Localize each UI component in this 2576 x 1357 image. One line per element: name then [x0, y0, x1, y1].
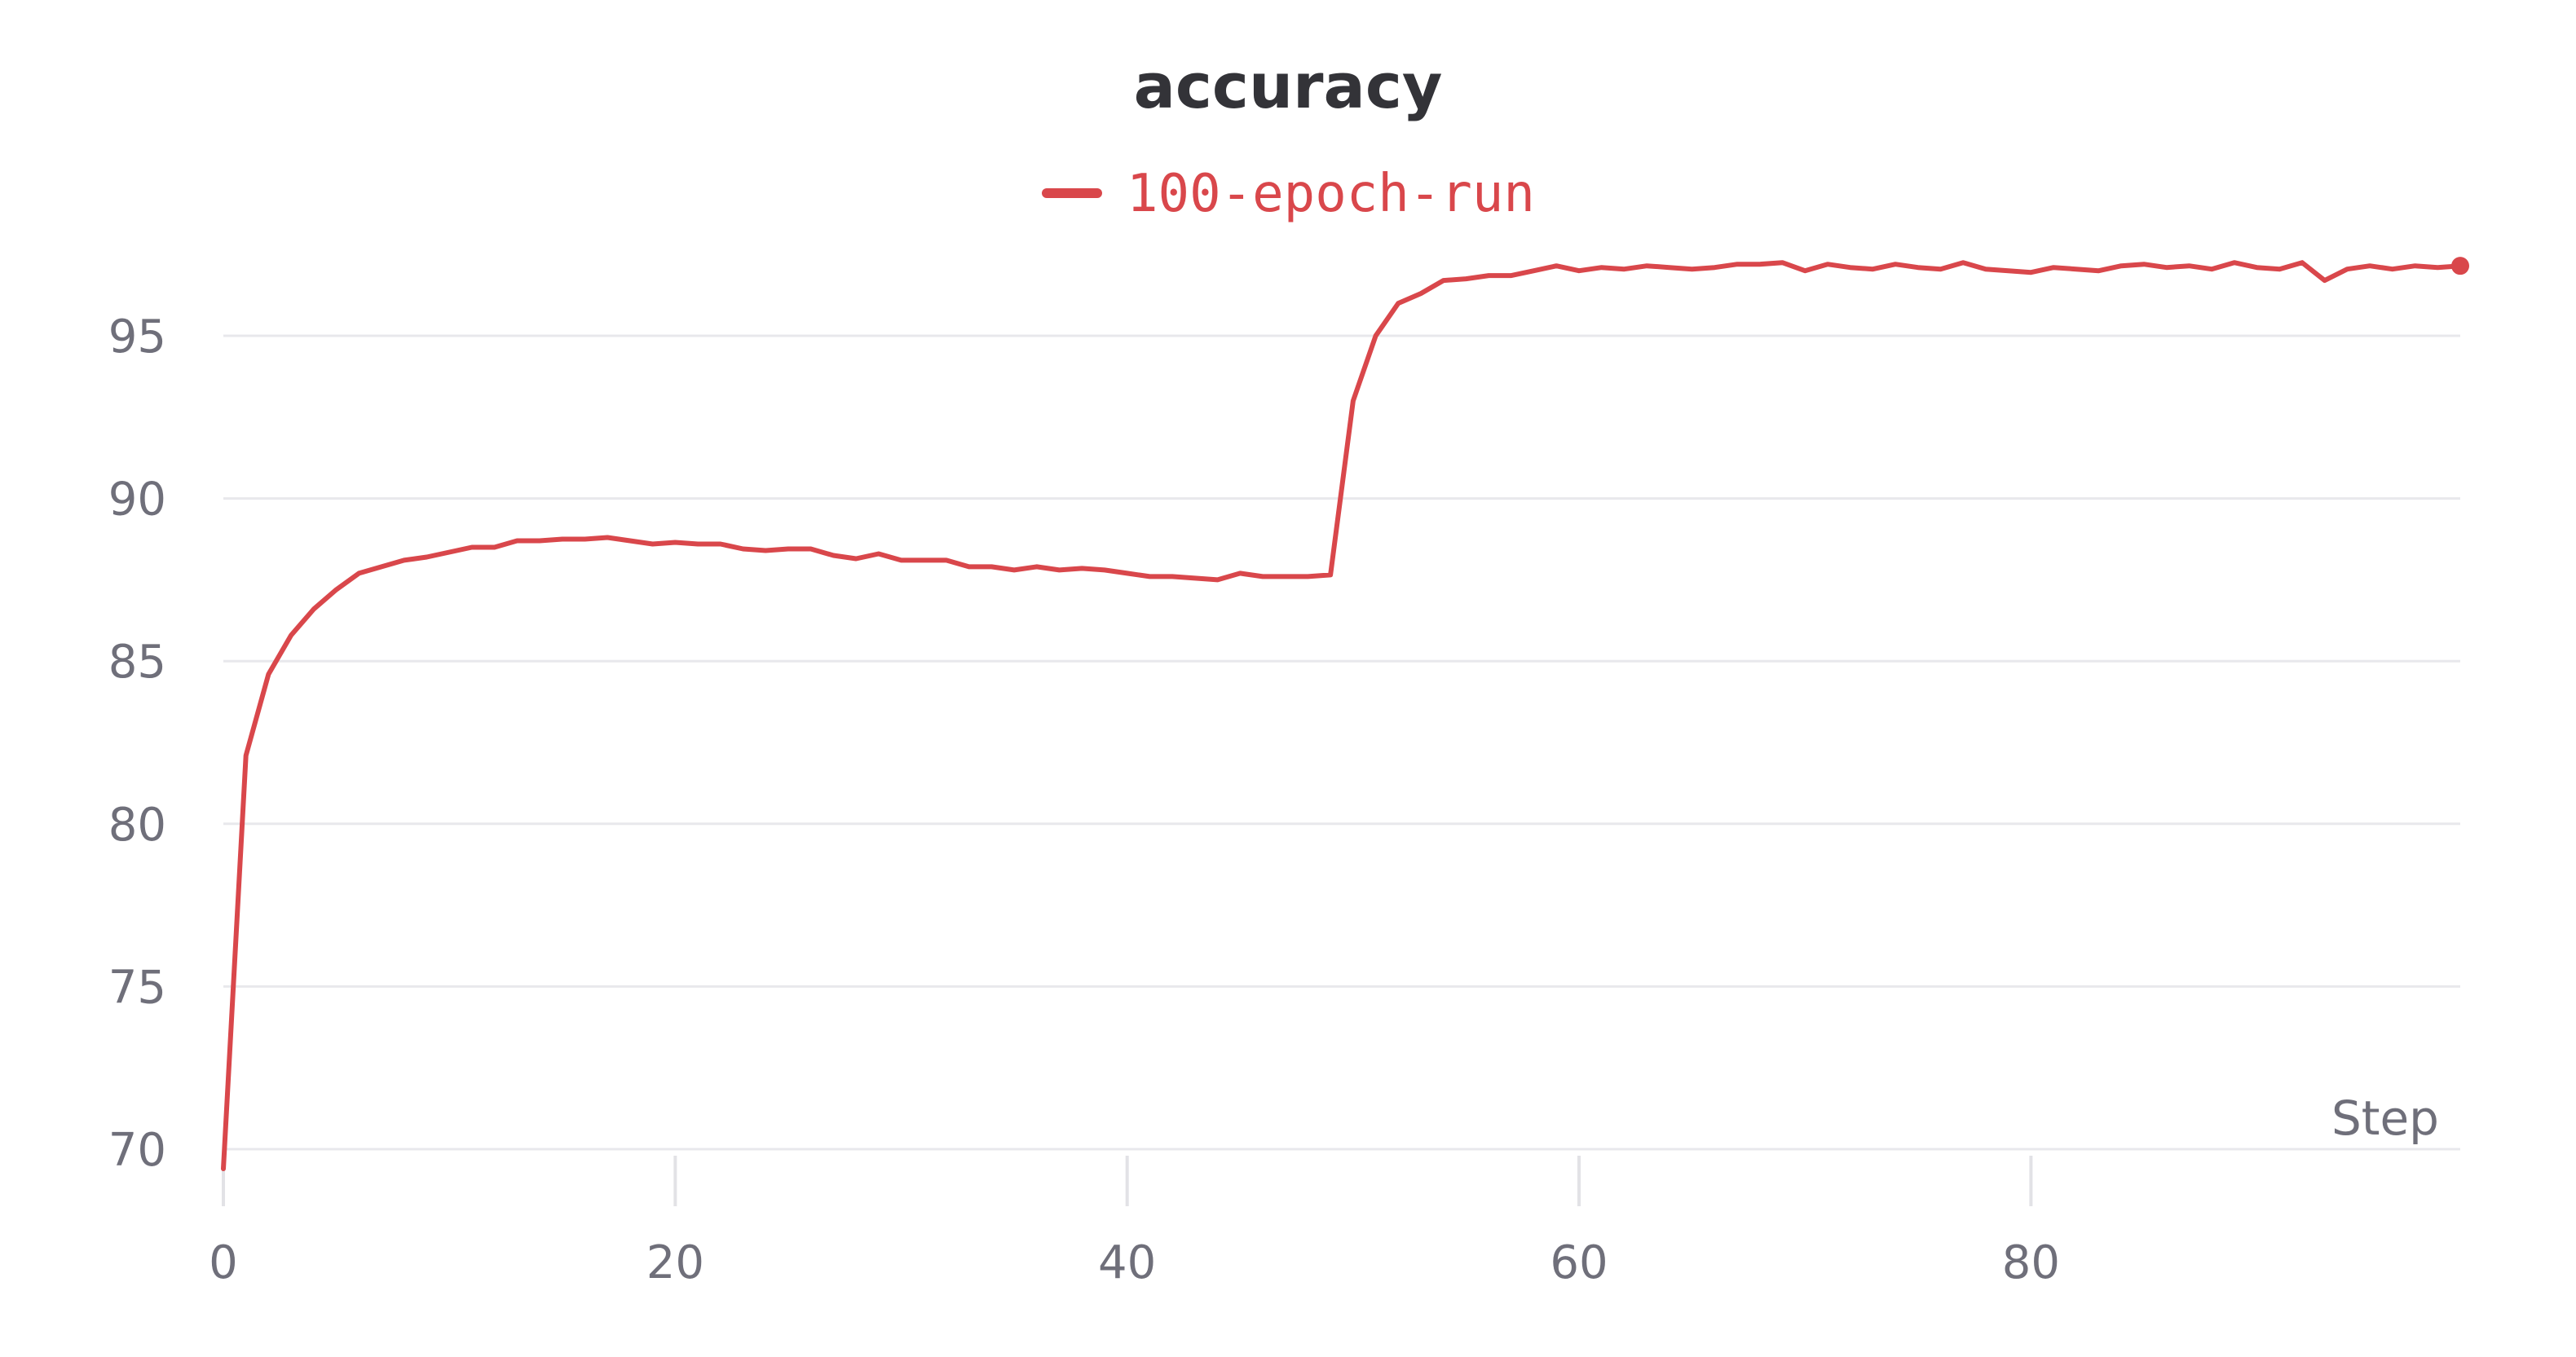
y-tick-label: 90 [108, 474, 166, 526]
x-tick-label: 40 [1098, 1236, 1156, 1289]
x-axis-title: Step [2331, 1090, 2439, 1146]
x-tick-label: 20 [646, 1236, 704, 1289]
y-tick-label: 80 [108, 799, 166, 852]
x-tick-label: 0 [209, 1236, 238, 1289]
x-tick-labels: 0 20 40 60 80 [209, 1236, 2060, 1289]
x-tick-label: 60 [1550, 1236, 1608, 1289]
y-tick-labels: 70 75 80 85 90 95 [108, 311, 166, 1177]
y-tick-label: 75 [108, 961, 166, 1014]
x-tick-label: 80 [2002, 1236, 2060, 1289]
series-lines [221, 257, 2469, 1171]
legend[interactable]: 100-epoch-run [1042, 164, 1535, 224]
y-tick-label: 95 [108, 311, 166, 363]
series-line[interactable] [221, 260, 2463, 1171]
chart-title: accuracy [1134, 50, 1443, 122]
grid-lines [223, 334, 2460, 1151]
legend-label: 100-epoch-run [1127, 164, 1535, 224]
y-tick-label: 85 [108, 636, 166, 689]
x-tick-marks [222, 1156, 2033, 1206]
y-tick-label: 70 [108, 1124, 166, 1177]
series-endpoint-marker[interactable] [2451, 257, 2469, 275]
